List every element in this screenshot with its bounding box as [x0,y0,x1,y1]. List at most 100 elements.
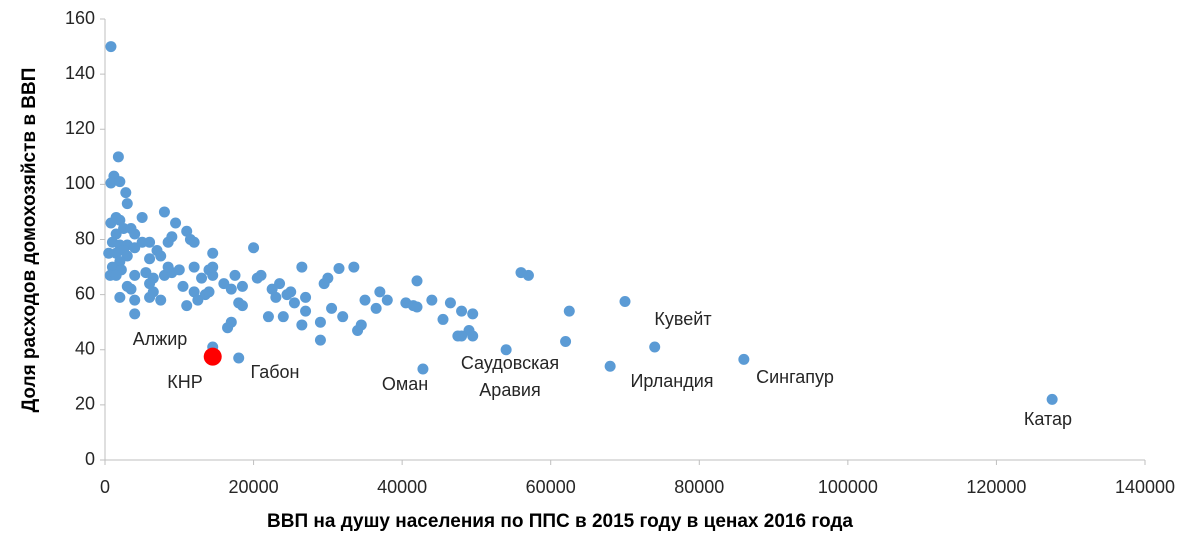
point [270,291,282,303]
y-tick-label: 80 [75,228,95,248]
x-tick-label: 40000 [377,477,427,497]
point [288,297,300,309]
point [262,311,274,323]
point [563,305,575,317]
point [322,272,334,284]
point [203,286,215,298]
point [188,286,200,298]
y-tick-label: 40 [75,339,95,359]
point [437,313,449,325]
point [359,294,371,306]
point [177,280,189,292]
point [649,341,661,353]
point [129,228,141,240]
point [110,269,122,281]
point [188,236,200,248]
point [129,269,141,281]
point [129,294,141,306]
point [207,247,219,259]
point [181,300,193,312]
point [192,294,204,306]
point [110,228,122,240]
annotation: Сингапур [756,367,834,387]
point [619,296,631,308]
y-axis-title: Доля расходов домохозяйств в ВВП [19,68,40,413]
point [121,198,133,210]
point [144,253,156,265]
point [170,217,182,229]
x-tick-label: 80000 [674,477,724,497]
point [355,319,367,331]
y-tick-label: 160 [65,8,95,28]
point [155,294,167,306]
x-tick-label: 100000 [818,477,878,497]
point [411,275,423,287]
point [500,344,512,356]
point [560,335,572,347]
y-tick-label: 0 [85,449,95,469]
point [203,347,222,366]
point [274,278,286,290]
point [136,236,148,248]
point [114,176,126,188]
point [381,294,393,306]
x-tick-label: 140000 [1115,477,1175,497]
point [296,319,308,331]
point [456,330,468,342]
point [125,283,137,295]
y-tick-label: 100 [65,173,95,193]
y-tick-label: 60 [75,283,95,303]
point [314,334,326,346]
point [348,261,360,273]
point [236,280,248,292]
point [277,311,289,323]
point [522,269,534,281]
annotation: Ирландия [630,371,713,391]
point [106,261,118,273]
point [456,305,468,317]
point [120,187,132,199]
point [162,261,174,273]
point [467,308,479,320]
y-tick-label: 20 [75,394,95,414]
point [129,308,141,320]
point [417,363,429,375]
x-tick-label: 120000 [966,477,1026,497]
annotation: Габон [250,362,299,382]
point [444,297,456,309]
point [255,269,267,281]
point [105,177,117,189]
point [337,311,349,323]
point [207,261,219,273]
point [158,206,170,218]
annotation: Оман [382,374,428,394]
point [248,242,260,254]
point [374,286,386,298]
point [136,211,148,223]
point [326,302,338,314]
point [114,291,126,303]
point [604,360,616,372]
point [426,294,438,306]
point [233,352,245,364]
point [112,151,124,163]
point [196,272,208,284]
point [314,316,326,328]
point [370,302,382,314]
y-tick-label: 140 [65,63,95,83]
point [105,41,117,53]
annotation: Саудовская [461,353,559,373]
x-tick-label: 20000 [229,477,279,497]
point [181,225,193,237]
point [229,269,241,281]
x-tick-label: 0 [100,477,110,497]
point [1046,393,1058,405]
point [207,269,219,281]
point [225,283,237,295]
point [147,286,159,298]
point [333,262,345,274]
annotation: Аравия [479,380,540,400]
point [114,214,126,226]
point [236,300,248,312]
y-tick-label: 120 [65,118,95,138]
